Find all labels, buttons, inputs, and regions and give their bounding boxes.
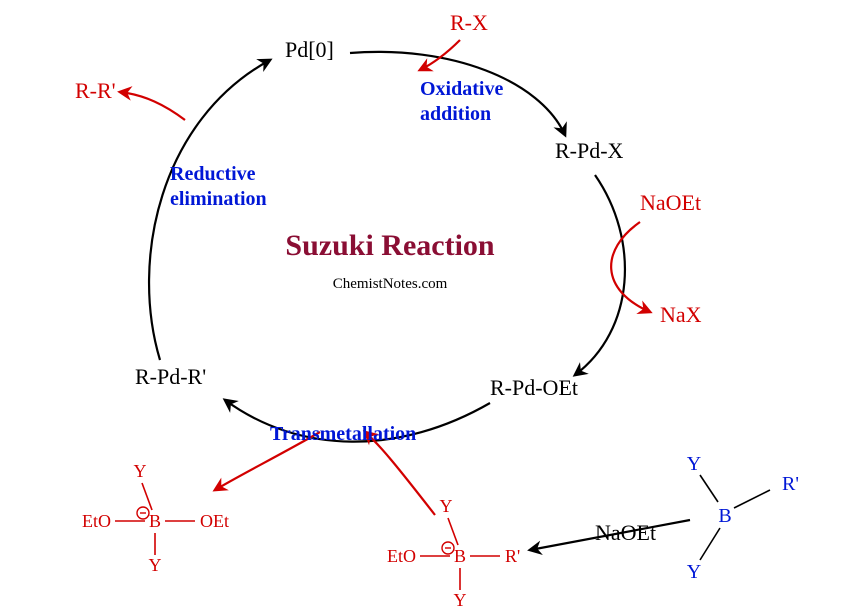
species-rrprime: R-R'	[75, 78, 116, 103]
boron-r-label: R'	[782, 473, 799, 495]
label-transmetallation: Transmetallation	[270, 423, 416, 445]
label-oxidative-2: addition	[420, 103, 491, 125]
ate-out-b: B	[149, 511, 161, 531]
ate-out-oet-l: EtO	[82, 511, 111, 531]
ate-in-r: R'	[505, 546, 520, 566]
species-rx: R-X	[450, 10, 488, 35]
arrow-reductive-elimination	[149, 60, 270, 360]
species-pd0: Pd[0]	[285, 37, 334, 62]
boron-b-label: B	[718, 505, 731, 527]
arrow-naoet-nax	[611, 222, 650, 312]
ate-in-oet: EtO	[387, 546, 416, 566]
species-rpdx: R-Pd-X	[555, 138, 624, 163]
ate-in-y-top: Y	[440, 496, 453, 516]
boronate-in-structure: B EtO R' Y Y	[387, 496, 520, 610]
arrow-to-rpd-oet	[575, 175, 625, 375]
diagram-subtitle: ChemistNotes.com	[333, 276, 448, 292]
ate-in-b: B	[454, 546, 466, 566]
ate-out-y-top: Y	[134, 461, 147, 481]
arrow-rrprime-out	[120, 92, 185, 120]
diagram-title: Suzuki Reaction	[285, 229, 495, 262]
boron-rprime-structure: B Y R' Y	[687, 453, 799, 583]
boronate-out-structure: B EtO OEt Y Y	[82, 461, 229, 575]
label-oxidative-1: Oxidative	[420, 78, 503, 100]
label-reductive-1: Reductive	[170, 163, 256, 185]
species-rpdoet: R-Pd-OEt	[490, 375, 578, 400]
species-nax: NaX	[660, 302, 702, 327]
boron-y-top: Y	[687, 453, 701, 475]
label-reductive-2: elimination	[170, 188, 267, 210]
species-rpdr: R-Pd-R'	[135, 364, 206, 389]
ate-out-oet-r: OEt	[200, 511, 229, 531]
boron-y-bot: Y	[687, 561, 701, 583]
ate-in-y-bot: Y	[454, 590, 467, 610]
species-naoet2: NaOEt	[595, 520, 656, 545]
species-naoet: NaOEt	[640, 190, 701, 215]
ate-out-y-bot: Y	[149, 555, 162, 575]
